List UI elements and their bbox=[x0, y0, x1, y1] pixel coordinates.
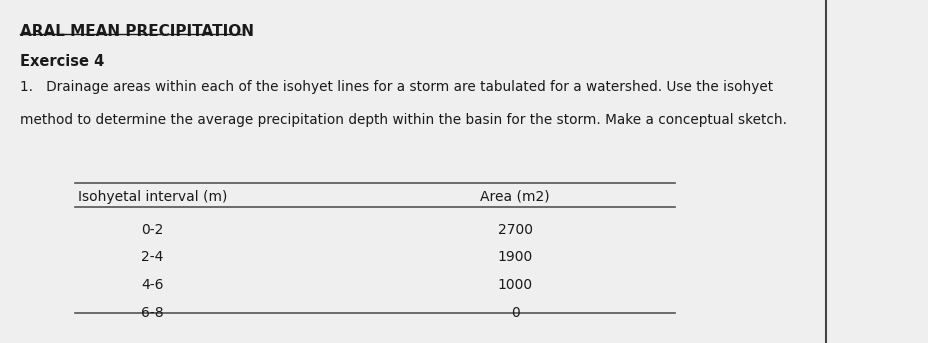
Text: 6-8: 6-8 bbox=[141, 306, 163, 320]
Text: Exercise 4: Exercise 4 bbox=[20, 54, 105, 69]
Text: 2700: 2700 bbox=[497, 223, 532, 237]
Text: 1900: 1900 bbox=[496, 250, 532, 264]
Text: 4-6: 4-6 bbox=[141, 278, 163, 292]
Text: 1.   Drainage areas within each of the isohyet lines for a storm are tabulated f: 1. Drainage areas within each of the iso… bbox=[20, 80, 773, 94]
Text: 2-4: 2-4 bbox=[141, 250, 163, 264]
Text: Isohyetal interval (m): Isohyetal interval (m) bbox=[78, 190, 227, 203]
Text: 0-2: 0-2 bbox=[141, 223, 163, 237]
Text: ARAL MEAN PRECIPITATION: ARAL MEAN PRECIPITATION bbox=[20, 24, 254, 38]
Text: Area (m2): Area (m2) bbox=[480, 190, 549, 203]
Text: method to determine the average precipitation depth within the basin for the sto: method to determine the average precipit… bbox=[20, 113, 787, 127]
Text: 1000: 1000 bbox=[497, 278, 532, 292]
Text: 0: 0 bbox=[510, 306, 519, 320]
